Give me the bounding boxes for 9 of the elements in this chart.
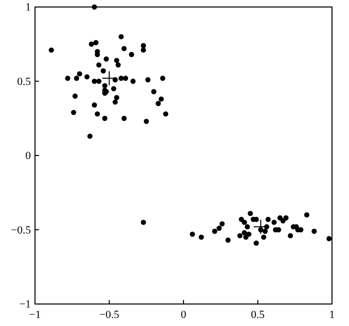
y-tick-label: 0.5 (17, 76, 32, 88)
x-tick-label: −0.5 (99, 309, 120, 321)
y-tick-label: −1 (19, 298, 31, 311)
x-tick-label: 0.5 (250, 309, 266, 321)
y-tick-label: 1 (25, 2, 31, 14)
y-tick-label: 0 (25, 150, 32, 162)
x-tick-label: 1 (329, 309, 335, 321)
x-tick-label: 0 (180, 309, 187, 321)
y-tick-label: −0.5 (10, 224, 32, 236)
